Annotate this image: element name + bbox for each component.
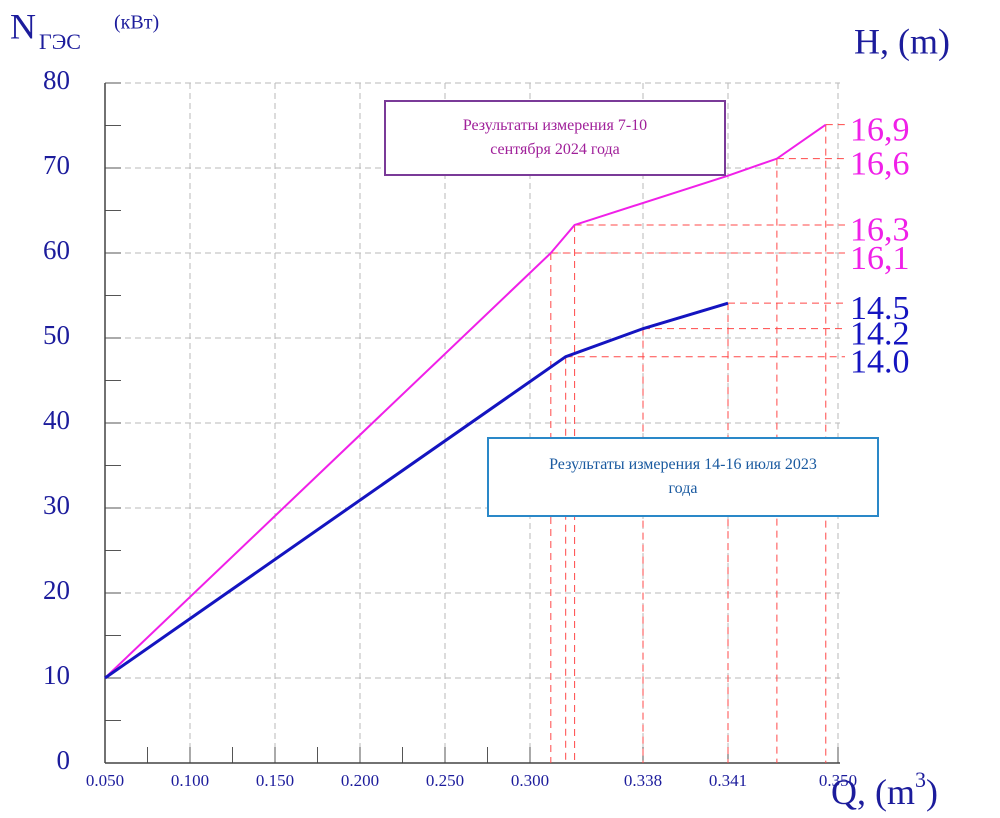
x-tick-label: 0.341 [709, 771, 747, 790]
x-tick-label: 0.100 [171, 771, 209, 790]
y-tick-label: 50 [43, 320, 70, 350]
y-tick-label: 20 [43, 575, 70, 605]
x-tick-label: 0.250 [426, 771, 464, 790]
x-tick-label: 0.300 [511, 771, 549, 790]
y-axis-label-sub: ГЭС [39, 29, 81, 54]
legend-box: Результаты измерения 7-10 сентября 2024 … [384, 100, 726, 176]
y-tick-label: 60 [43, 235, 70, 265]
head-label: 16,6 [850, 145, 910, 182]
series-line [104, 123, 827, 679]
series-line [104, 301, 729, 680]
head-label: 14.5 [850, 290, 910, 327]
x-tick-label: 0.150 [256, 771, 294, 790]
x-tick-label: 0.338 [624, 771, 662, 790]
legend-label: Результаты измерения 7-10 сентября 2024 … [462, 117, 648, 158]
y-tick-label: 80 [43, 65, 70, 95]
legend-box: Результаты измерения 14-16 июля 2023 год… [487, 437, 879, 517]
y-tick-label: 70 [43, 150, 70, 180]
y-tick-label: 10 [43, 660, 70, 690]
y-axis-label: N [10, 6, 36, 46]
head-label: 14.0 [850, 343, 910, 380]
x-tick-label: 0.050 [86, 771, 124, 790]
x-axis-label-part: Q, (m [831, 772, 915, 812]
x-axis-label-sup: 3 [915, 767, 926, 792]
y-tick-label: 40 [43, 405, 70, 435]
x-tick-label: 0.200 [341, 771, 379, 790]
y-tick-label: 0 [57, 745, 71, 775]
y-axis-unit: (кВт) [114, 12, 159, 34]
y2-axis-label: H, (m) [854, 21, 950, 61]
head-label: 16,3 [850, 212, 910, 249]
y-tick-label: 30 [43, 490, 70, 520]
head-label: 16,1 [850, 240, 910, 277]
head-label: 16,9 [850, 111, 910, 148]
head-label: 14.2 [850, 315, 910, 352]
x-axis-label: Q, (m3) [831, 767, 938, 812]
legend-label: Результаты измерения 14-16 июля 2023 год… [549, 456, 817, 497]
x-tick-label: 0.350 [819, 771, 857, 790]
x-axis-label-part: ) [926, 772, 938, 812]
